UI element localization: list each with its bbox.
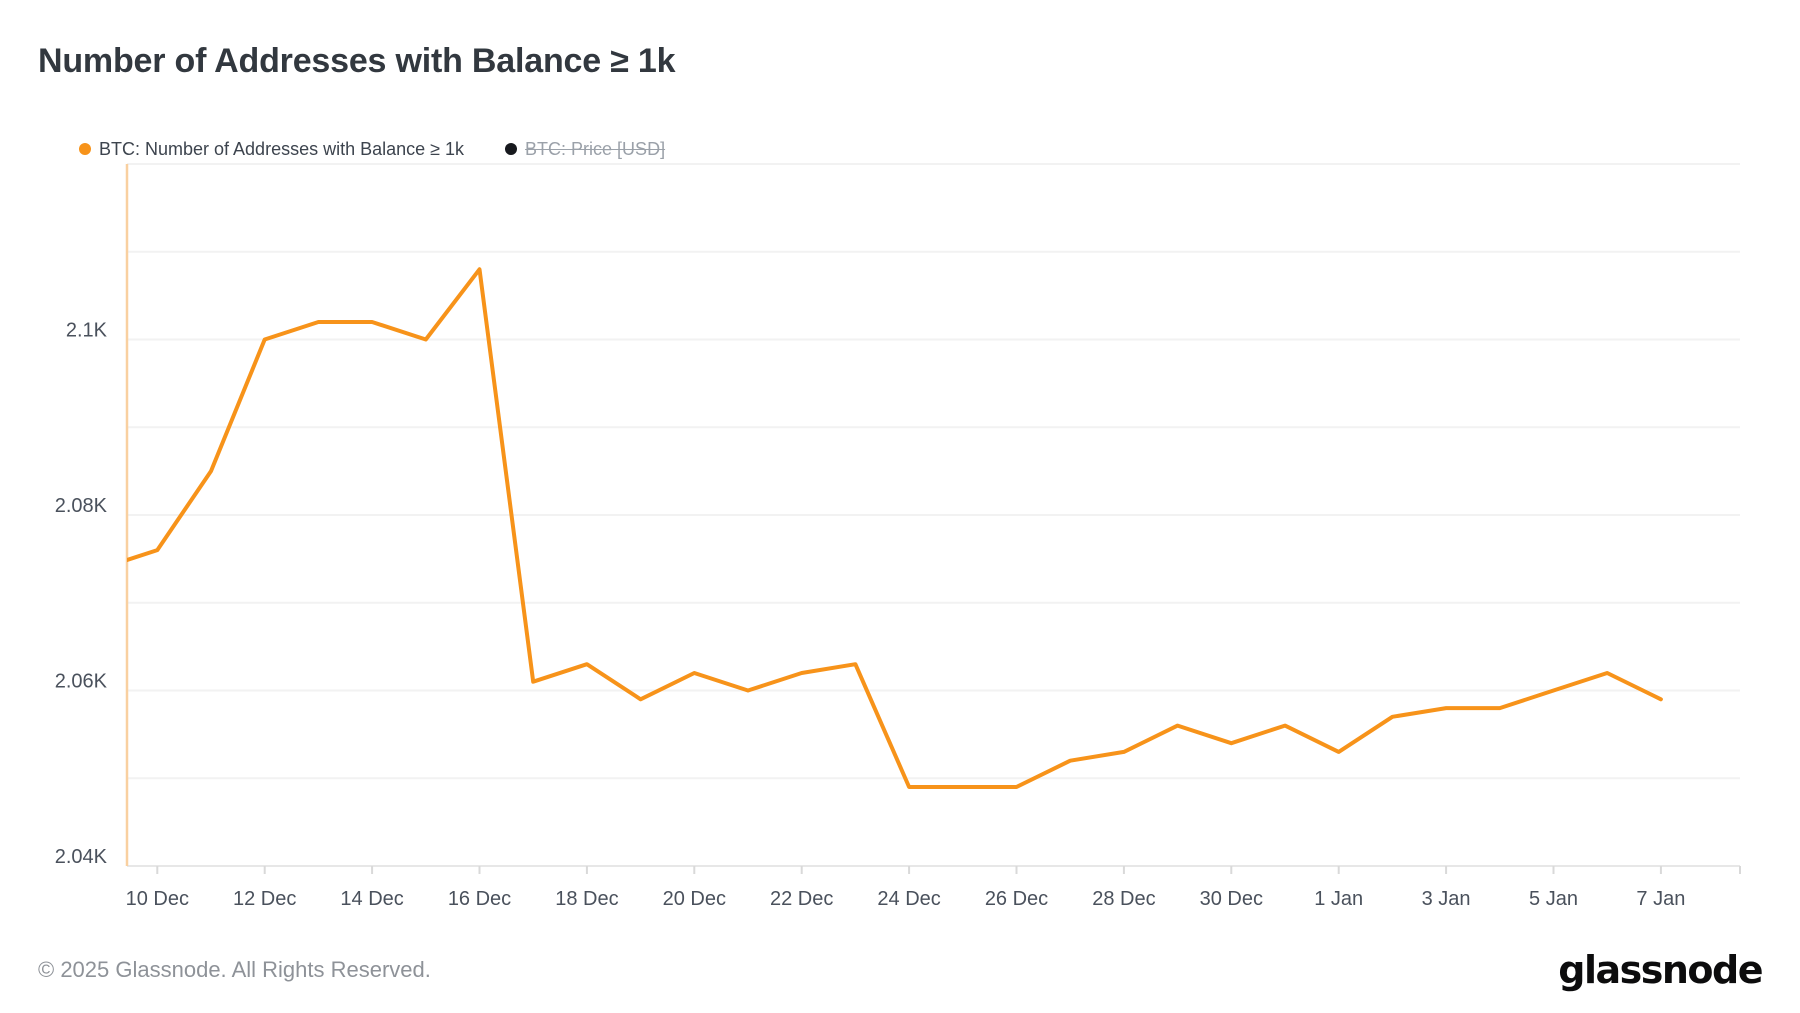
x-axis-tick-label: 14 Dec bbox=[340, 888, 403, 910]
legend-label-addresses: BTC: Number of Addresses with Balance ≥ … bbox=[99, 139, 465, 159]
y-axis-tick-label: 2.06K bbox=[55, 671, 108, 693]
x-axis-tick-label: 24 Dec bbox=[877, 888, 940, 910]
y-axis-tick-label: 2.08K bbox=[55, 495, 108, 517]
legend-dot-addresses-icon bbox=[79, 143, 91, 155]
footer-copyright: © 2025 Glassnode. All Rights Reserved. bbox=[38, 957, 431, 982]
legend: BTC: Number of Addresses with Balance ≥ … bbox=[79, 138, 665, 160]
x-axis-tick-label: 5 Jan bbox=[1529, 888, 1578, 910]
y-axis-tick-label: 2.04K bbox=[55, 846, 108, 868]
legend-label-price: BTC: Price [USD] bbox=[525, 139, 666, 159]
legend-item-addresses[interactable]: BTC: Number of Addresses with Balance ≥ … bbox=[79, 138, 464, 160]
x-axis-tick-label: 10 Dec bbox=[126, 888, 189, 910]
x-axis-tick-label: 3 Jan bbox=[1422, 888, 1471, 910]
x-axis-tick-label: 30 Dec bbox=[1200, 888, 1263, 910]
x-axis-tick-label: 18 Dec bbox=[555, 888, 618, 910]
legend-item-price[interactable]: BTC: Price [USD] bbox=[505, 138, 665, 160]
y-axis-tick-label: 2.1K bbox=[66, 320, 108, 342]
x-axis-tick-label: 20 Dec bbox=[663, 888, 726, 910]
page-title: Number of Addresses with Balance ≥ 1k bbox=[38, 42, 676, 80]
x-axis-tick-label: 26 Dec bbox=[985, 888, 1048, 910]
x-axis-tick-label: 1 Jan bbox=[1314, 888, 1363, 910]
x-axis-tick-label: 22 Dec bbox=[770, 888, 833, 910]
glassnode-logo: glassnode bbox=[1558, 948, 1763, 992]
series-line-addresses[interactable] bbox=[104, 267, 1663, 789]
x-axis-tick-label: 7 Jan bbox=[1636, 888, 1685, 910]
x-axis-tick-label: 16 Dec bbox=[448, 888, 511, 910]
x-axis-tick-label: 28 Dec bbox=[1092, 888, 1155, 910]
legend-dot-price-icon bbox=[505, 143, 518, 155]
x-axis-tick-label: 12 Dec bbox=[233, 888, 296, 910]
